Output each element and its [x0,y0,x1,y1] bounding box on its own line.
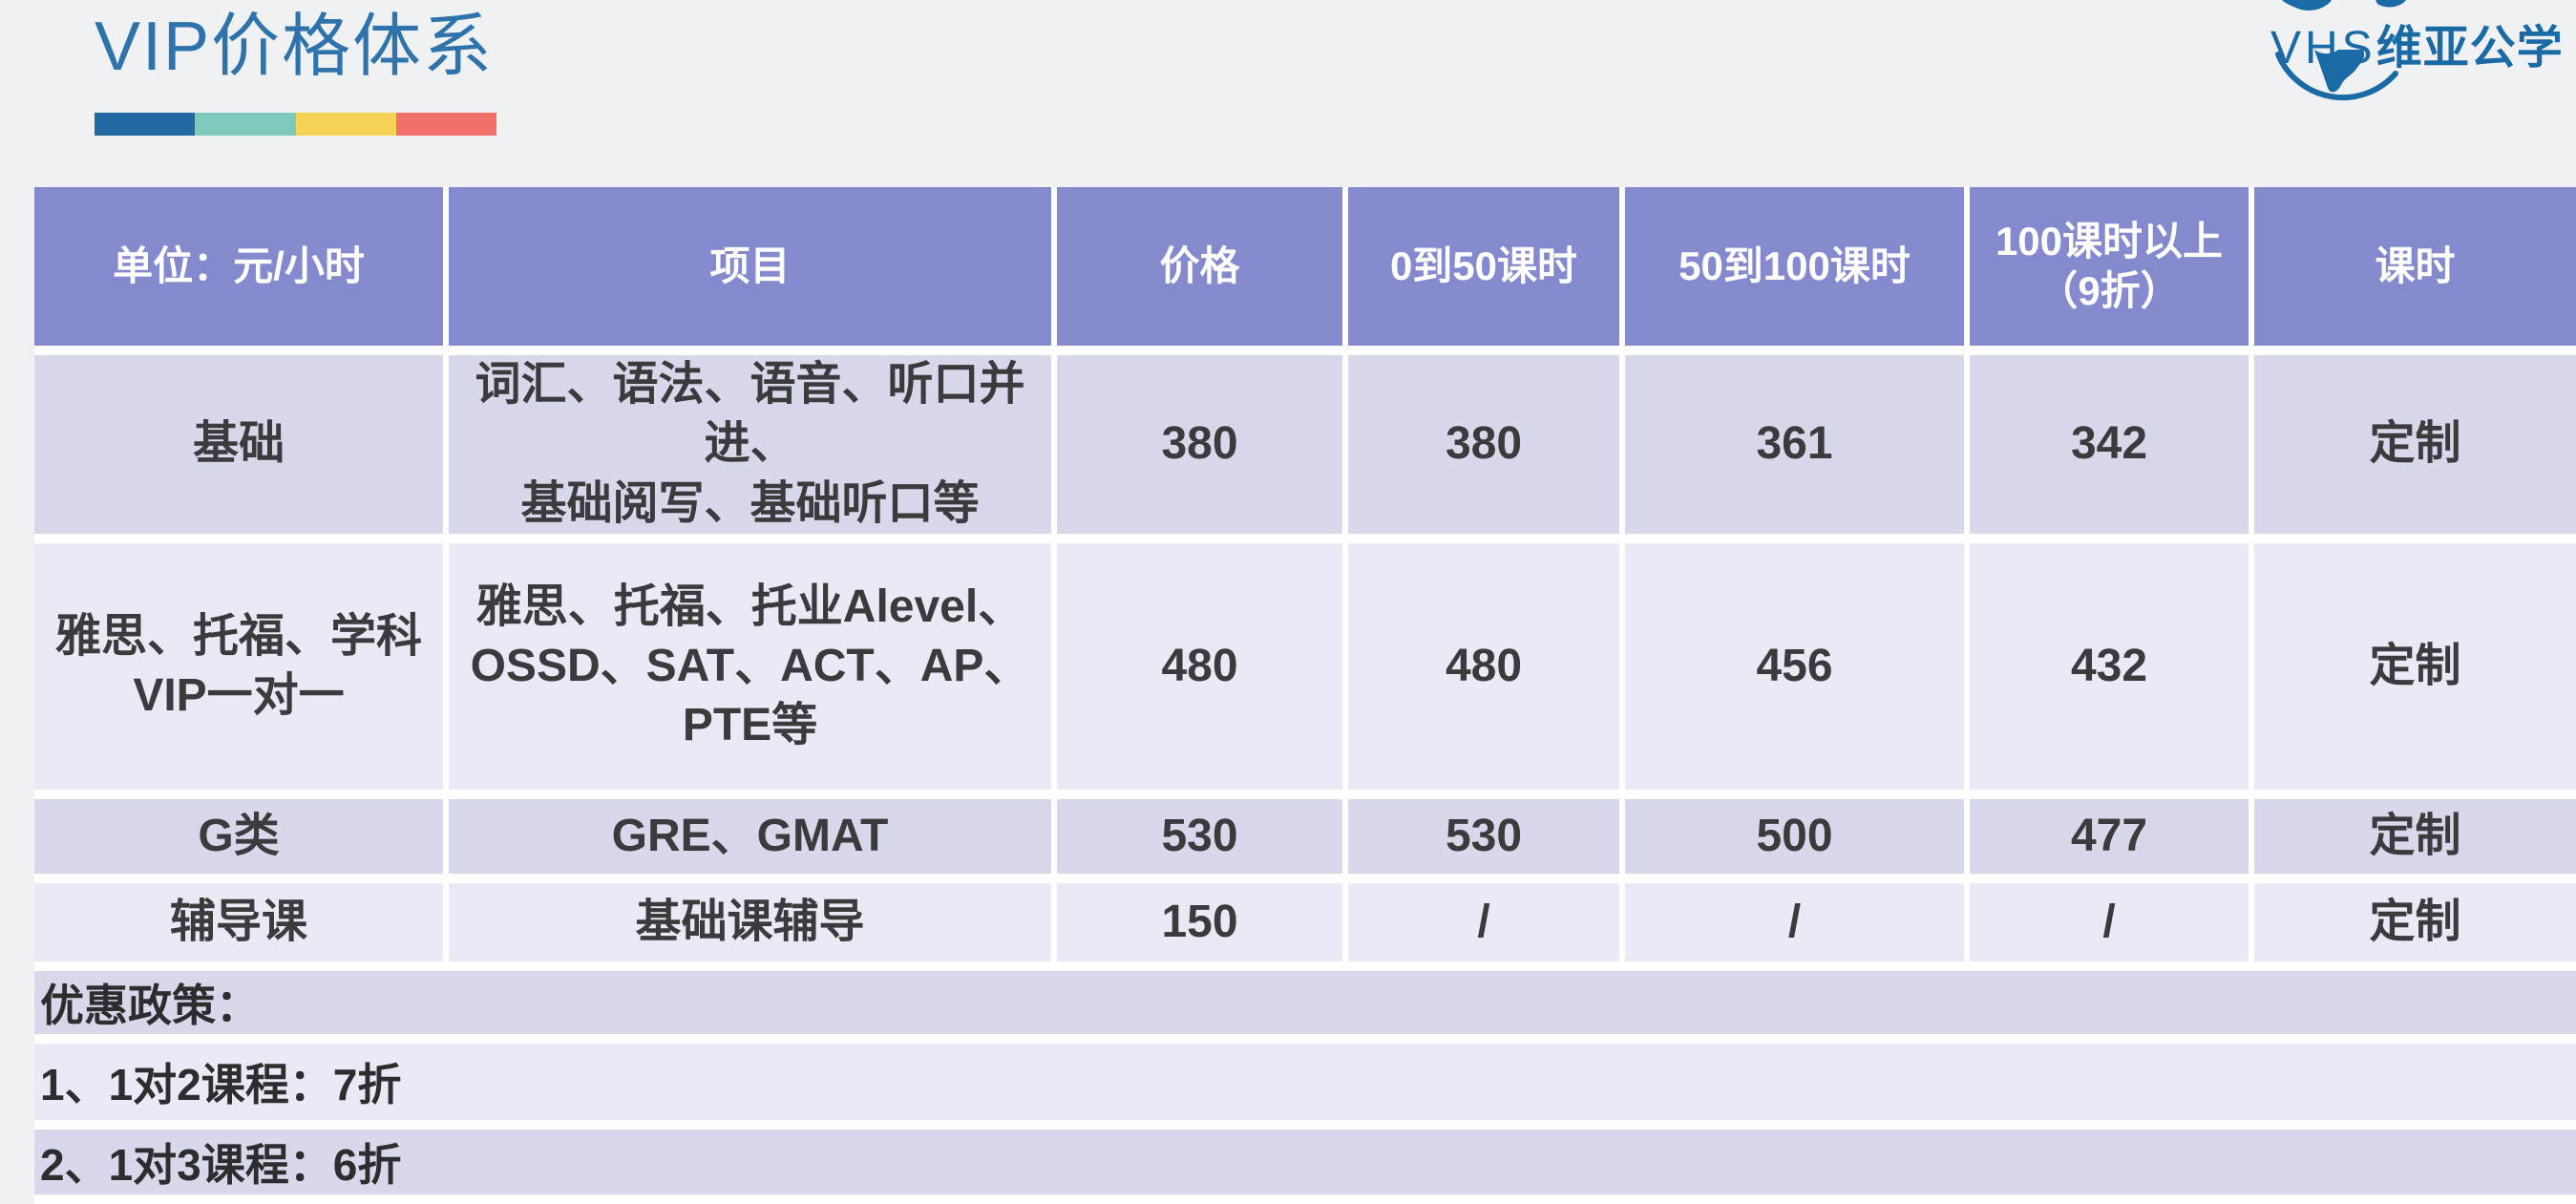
cell-hours: 定制 [2254,355,2576,544]
column-header-50-100: 50到100课时 [1625,187,1970,355]
cell-hours: 定制 [2254,799,2576,884]
cell-100-plus: 477 [1970,799,2254,884]
cell-100-plus: 432 [1970,543,2254,800]
title-underline-bar [95,113,496,136]
policy-note-row: 1、1对2课程：7折 [34,1044,2576,1130]
logo-vhs-label: VHS [2270,23,2376,74]
logo-cn-label: 维亚公学 [2375,23,2564,74]
policy-note-row: 2、1对3课程：6折 [34,1130,2576,1204]
column-header-unit: 单位：元/小时 [34,187,449,355]
cell-100-plus: 342 [1970,355,2254,544]
table-row-vip: 雅思、托福、学科 VIP一对一 雅思、托福、托业Alevel、 OSSD、SAT… [34,543,2576,800]
column-header-0-50: 0到50课时 [1348,187,1625,355]
cell-price: 480 [1057,543,1348,800]
page-title: VIP价格体系 [95,9,495,85]
policy-note-row: 优惠政策： [34,971,2576,1045]
price-table: 单位：元/小时 项目 价格 0到50课时 50到100课时 100课时以上 （9… [34,187,2576,1204]
cell-price: 150 [1057,883,1348,972]
cell-0-50: 380 [1348,355,1625,544]
vhs-logo: VHS 维亚公学 [2261,0,2572,116]
bar-seg-0 [95,113,196,136]
cell-category: G类 [34,799,449,884]
cell-50-100: 361 [1625,355,1970,544]
column-header-hours: 课时 [2254,187,2576,355]
cell-hours: 定制 [2254,883,2576,972]
cell-hours: 定制 [2254,543,2576,800]
cell-category: 辅导课 [34,883,449,972]
cell-category: 雅思、托福、学科 VIP一对一 [34,543,449,800]
table-header-row: 单位：元/小时 项目 价格 0到50课时 50到100课时 100课时以上 （9… [34,187,2576,355]
cell-0-50: 530 [1348,799,1625,884]
table-row-basic: 基础 词汇、语法、语音、听口并进、 基础阅写、基础听口等 380 380 361… [34,355,2576,544]
cell-price: 530 [1057,799,1348,884]
cell-price: 380 [1057,355,1348,544]
policy-note: 2、1对3课程：6折 [34,1130,2576,1204]
bar-seg-3 [395,113,496,136]
logo-text: VHS 维亚公学 [2270,10,2564,76]
cell-category: 基础 [34,355,449,544]
globe-icon [2275,0,2406,101]
cell-project: 基础课辅导 [449,883,1057,972]
cell-100-plus: / [1970,883,2254,972]
cell-50-100: / [1625,883,1970,972]
bar-seg-1 [195,113,296,136]
cell-project: GRE、GMAT [449,799,1057,884]
cell-50-100: 456 [1625,543,1970,800]
policy-note: 1、1对2课程：7折 [34,1044,2576,1130]
table-row-tutoring: 辅导课 基础课辅导 150 / / / 定制 [34,883,2576,972]
cell-project: 雅思、托福、托业Alevel、 OSSD、SAT、ACT、AP、 PTE等 [449,543,1057,800]
cell-50-100: 500 [1625,799,1970,884]
column-header-project: 项目 [449,187,1057,355]
column-header-100-plus: 100课时以上 （9折） [1970,187,2254,355]
table-row-g: G类 GRE、GMAT 530 530 500 477 定制 [34,799,2576,884]
cell-project: 词汇、语法、语音、听口并进、 基础阅写、基础听口等 [449,355,1057,544]
bar-seg-2 [295,113,396,136]
cell-0-50: / [1348,883,1625,972]
slide-canvas: { "page": { "background": "#F0F1F3" }, "… [34,0,2576,1204]
column-header-price: 价格 [1057,187,1348,355]
policy-note: 优惠政策： [34,971,2576,1045]
cell-0-50: 480 [1348,543,1625,800]
title-block: VIP价格体系 [95,4,494,90]
